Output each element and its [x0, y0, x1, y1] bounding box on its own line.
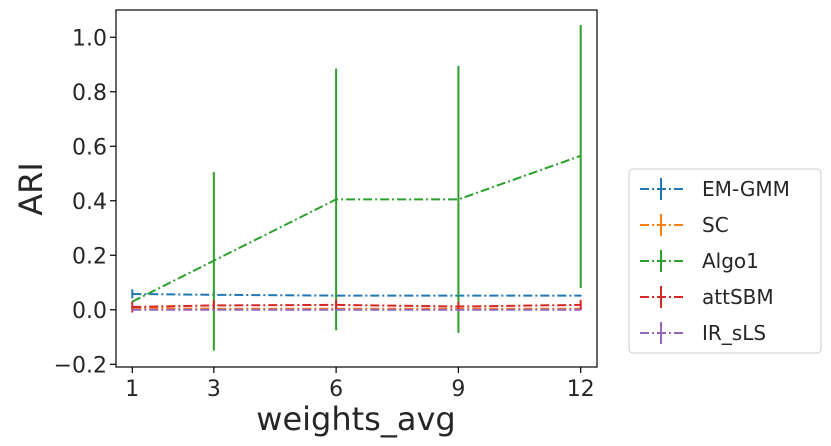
y-tick-label: 0.2 [72, 244, 107, 269]
series-em-gmm [131, 289, 582, 299]
y-tick-label: 0.8 [72, 81, 107, 106]
y-tick-label: 0.6 [72, 135, 107, 160]
legend-item: attSBM [640, 285, 774, 309]
x-tick-label: 6 [329, 377, 343, 402]
data-point [213, 259, 215, 262]
y-axis: −0.2 0.0 0.2 0.4 0.6 0.8 1.0 [54, 26, 116, 378]
data-point [335, 308, 337, 311]
legend-label: IR_sLS [702, 321, 766, 345]
legend-item: Algo1 [640, 249, 759, 273]
data-point [335, 304, 337, 306]
data-point [131, 308, 134, 311]
data-point [335, 198, 337, 201]
data-point [131, 293, 134, 295]
data-point [579, 304, 582, 306]
data-point [579, 154, 582, 157]
plot-frame [115, 9, 598, 368]
data-point [579, 294, 582, 297]
series-line [132, 303, 581, 308]
y-tick-label: 0.0 [72, 299, 107, 324]
series-line [131, 154, 582, 303]
data-point [457, 308, 460, 311]
data-point [213, 308, 215, 311]
y-axis-label: ARI [12, 162, 50, 216]
series-ir-sls [131, 308, 582, 311]
legend-label: Algo1 [702, 249, 759, 273]
x-axis-label: weights_avg [256, 400, 455, 438]
data-point [457, 198, 460, 201]
legend: EM-GMM SC Algo1 attSBM IR_sLS [628, 168, 822, 354]
data-point [457, 305, 460, 308]
series-algo1 [131, 24, 582, 351]
x-tick-label: 1 [125, 377, 139, 402]
legend-item: IR_sLS [640, 321, 766, 345]
y-tick-label: −0.2 [54, 353, 107, 378]
x-tick-label: 3 [207, 377, 221, 402]
legend-frame [628, 168, 822, 354]
data-point [579, 308, 582, 311]
data-point [213, 304, 215, 307]
legend-item: EM-GMM [640, 177, 790, 201]
x-tick-label: 12 [567, 377, 595, 402]
series-line [132, 293, 581, 297]
y-tick-label: 1.0 [72, 26, 107, 51]
legend-item: SC [640, 213, 729, 237]
x-tick-label: 9 [451, 377, 465, 402]
x-axis: 1 3 6 9 12 [125, 367, 595, 402]
legend-label: attSBM [702, 285, 774, 309]
legend-label: SC [702, 213, 729, 237]
legend-label: EM-GMM [702, 177, 790, 201]
data-point [131, 306, 134, 308]
plot-area [131, 24, 582, 351]
y-tick-label: 0.4 [72, 190, 107, 215]
